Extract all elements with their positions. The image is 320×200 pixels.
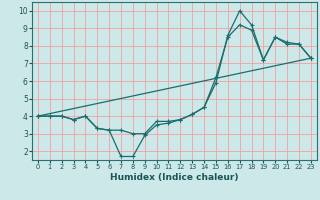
X-axis label: Humidex (Indice chaleur): Humidex (Indice chaleur) xyxy=(110,173,239,182)
